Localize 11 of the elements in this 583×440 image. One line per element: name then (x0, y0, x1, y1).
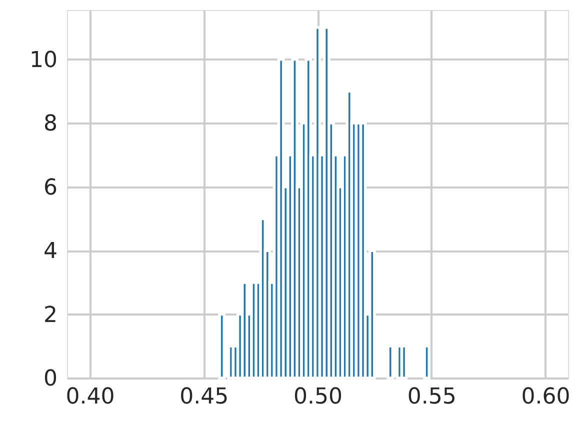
y-tick-label: 10 (30, 48, 58, 73)
x-tick-label: 0.50 (294, 384, 342, 410)
x-tick-label: 0.40 (66, 384, 115, 410)
y-tick-label: 2 (44, 302, 58, 328)
x-tick-label: 0.60 (521, 384, 570, 410)
x-tick-label: 0.45 (180, 384, 229, 410)
y-tick-label: 6 (44, 175, 58, 200)
y-tick-label: 4 (44, 239, 58, 264)
y-tick-label: 0 (44, 366, 58, 392)
x-tick-label: 0.55 (407, 384, 456, 410)
y-tick-label: 8 (44, 112, 58, 137)
